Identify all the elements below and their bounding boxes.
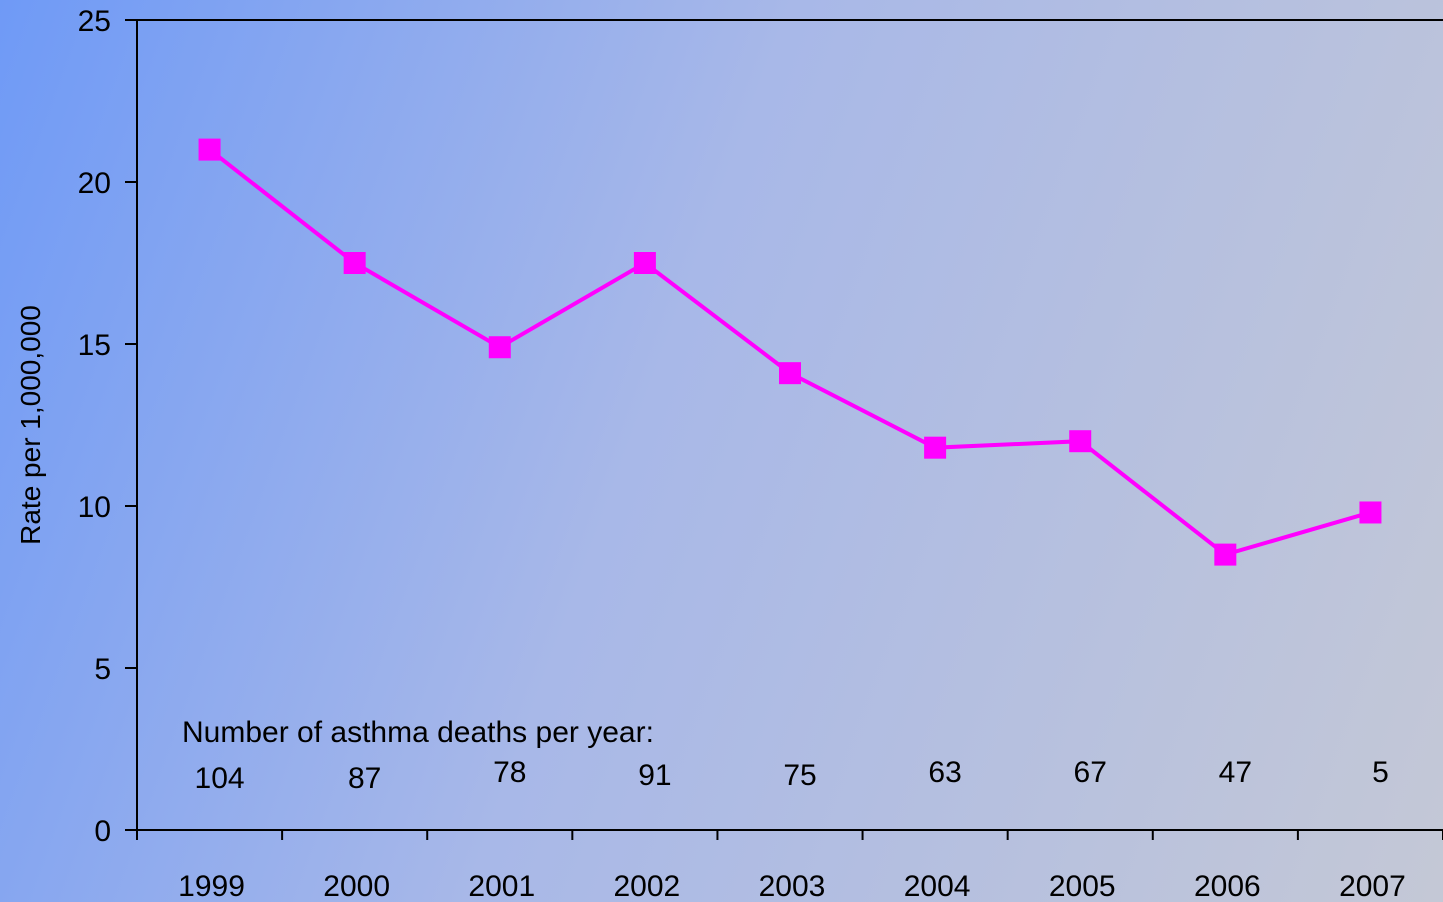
y-tick-label: 25	[78, 5, 111, 38]
y-tick-label: 10	[78, 491, 111, 524]
y-tick-label: 0	[94, 815, 111, 848]
data-point	[198, 138, 221, 161]
x-tick-label: 2004	[904, 870, 971, 902]
data-point	[924, 436, 947, 459]
x-tick-label: 2005	[1049, 870, 1116, 902]
x-tick-label: 2001	[468, 870, 535, 902]
deaths-value: 47	[1219, 756, 1252, 789]
deaths-value: 67	[1074, 756, 1107, 789]
x-tick-label: 1999	[178, 870, 245, 902]
x-tick-label: 2007	[1339, 870, 1406, 902]
series-line	[208, 148, 1372, 557]
data-point	[633, 252, 656, 274]
y-axis-label: Rate per 1,000,000	[15, 305, 46, 545]
deaths-annotation-label: Number of asthma deaths per year:	[182, 716, 654, 749]
deaths-value: 104	[195, 762, 245, 795]
data-point	[1359, 501, 1382, 524]
axes: 0 5 10 15 20 25	[78, 5, 1443, 848]
x-tick-label: 2003	[759, 870, 826, 902]
labels-group: 1999 2000 2001 2002 2003 2004 2005 2006 2007 104 8…	[178, 756, 1406, 902]
y-tick-label: 15	[78, 329, 111, 362]
x-tick-label: 2002	[614, 870, 681, 902]
y-tick-label: 20	[78, 167, 111, 200]
data-point	[779, 362, 801, 385]
deaths-value: 63	[928, 756, 961, 789]
x-tick-label: 2000	[323, 870, 390, 902]
data-point	[343, 252, 366, 274]
deaths-value: 78	[493, 756, 526, 789]
series-group	[198, 138, 1382, 566]
deaths-value: 87	[348, 762, 381, 795]
deaths-value: 75	[783, 759, 816, 792]
deaths-value: 5	[1372, 756, 1389, 789]
deaths-value: 91	[638, 759, 671, 792]
data-point	[488, 336, 511, 359]
y-tick-label: 5	[94, 653, 111, 686]
x-tick-label: 2006	[1194, 870, 1261, 902]
data-point	[1214, 543, 1237, 566]
data-point	[1069, 430, 1092, 453]
